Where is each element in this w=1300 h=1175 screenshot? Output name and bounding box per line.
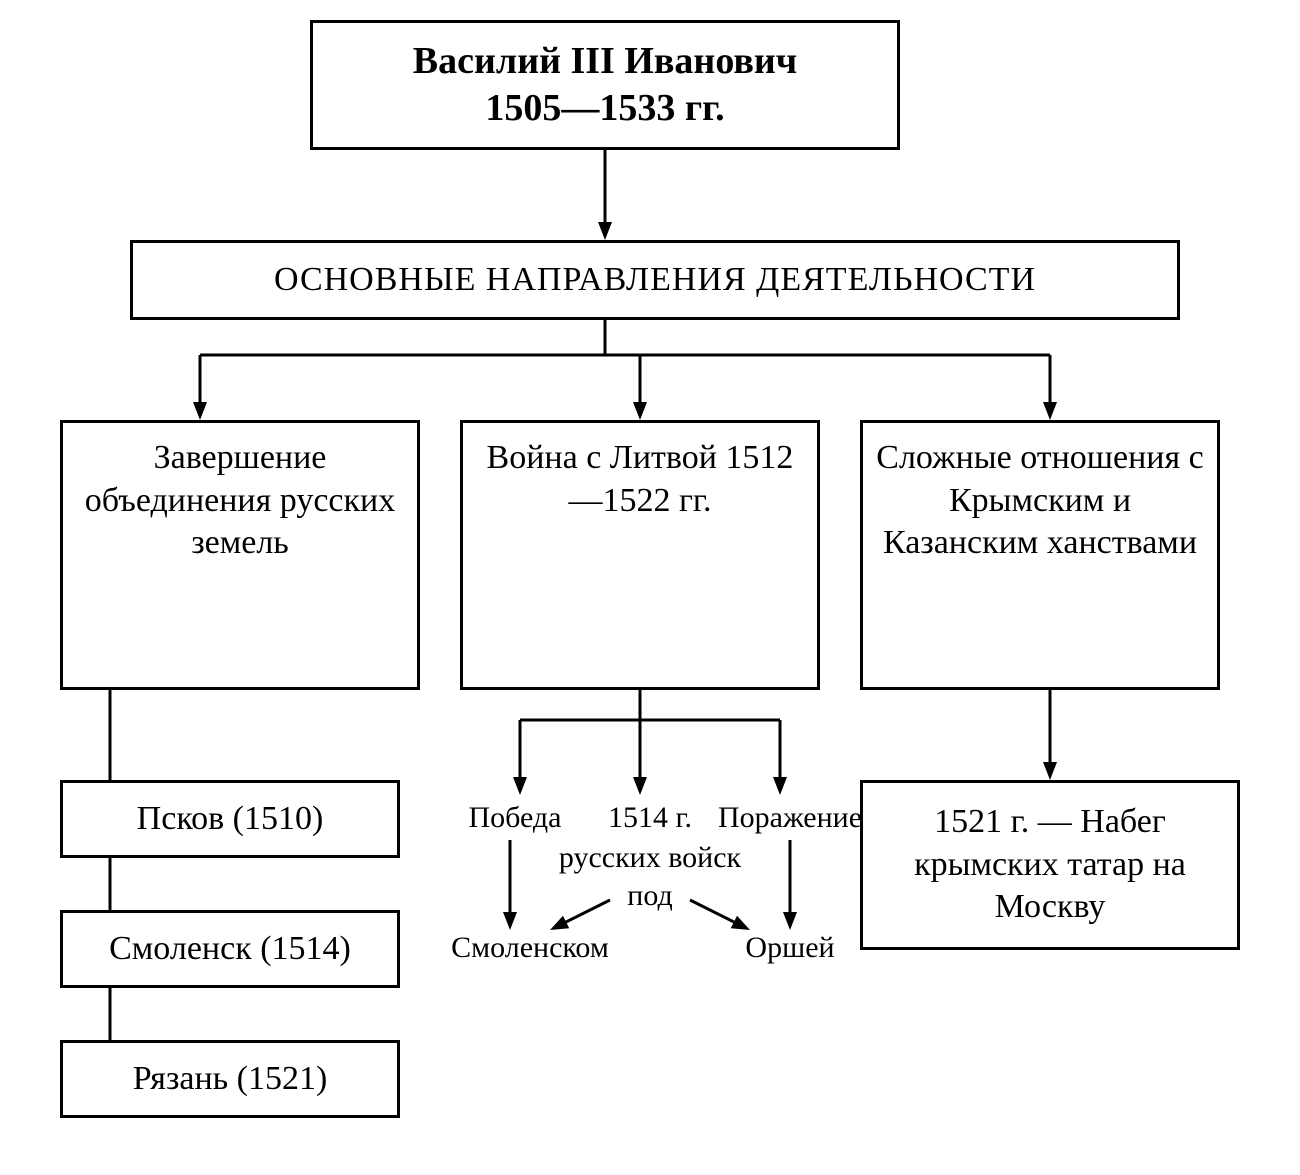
smolensk-text: Смоленск (1514) [109,928,351,971]
label-under: под [605,878,695,918]
raid1521-text: 1521 г. — Набег крымских татар на Москву [875,801,1225,929]
root-line1: Василий III Иванович [413,38,797,86]
label-troops: русских войск [510,840,790,880]
node-col2: Война с Литвой 1512—1522 гг. [460,420,820,690]
label-victory: Победа [450,800,580,840]
col3-text: Сложные отношения с Крымским и Казанским… [875,437,1205,565]
directions-text: ОСНОВНЫЕ НАПРАВЛЕНИЯ ДЕЯТЕЛЬНОСТИ [274,259,1036,302]
label-orsha: Оршей [720,930,860,970]
node-root: Василий III Иванович 1505—1533 гг. [310,20,900,150]
node-smolensk: Смоленск (1514) [60,910,400,988]
node-ryazan: Рязань (1521) [60,1040,400,1118]
label-year1514: 1514 г. [595,800,705,840]
root-line2: 1505—1533 гг. [413,85,797,133]
col2-text: Война с Литвой 1512—1522 гг. [475,437,805,522]
node-col3: Сложные отношения с Крымским и Казанским… [860,420,1220,690]
col1-text: Завершение объединения русских земель [75,437,405,565]
ryazan-text: Рязань (1521) [133,1058,328,1101]
node-col1: Завершение объединения русских земель [60,420,420,690]
node-raid1521: 1521 г. — Набег крымских татар на Москву [860,780,1240,950]
node-pskov: Псков (1510) [60,780,400,858]
pskov-text: Псков (1510) [137,798,324,841]
label-defeat: Поражение [700,800,880,840]
label-smolenskom: Смоленском [420,930,640,970]
node-directions: ОСНОВНЫЕ НАПРАВЛЕНИЯ ДЕЯТЕЛЬНОСТИ [130,240,1180,320]
diagram-canvas: Василий III Иванович 1505—1533 гг. ОСНОВ… [0,0,1300,1175]
